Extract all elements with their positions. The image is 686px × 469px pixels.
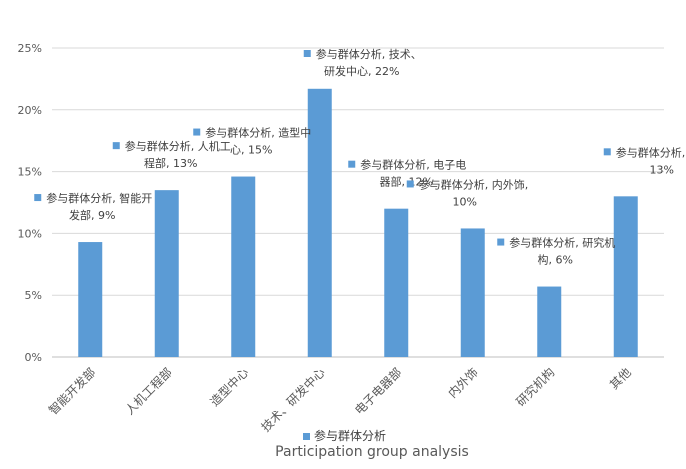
bar — [384, 208, 409, 357]
gridlines — [52, 47, 664, 358]
data-label-line: 参与群体分析, 智能开 — [46, 191, 152, 205]
data-label-line: 发部, 9% — [69, 208, 115, 222]
y-tick-label: 0% — [25, 351, 42, 364]
data-label-line: 13% — [650, 163, 674, 176]
data-label-line: 程部, 13% — [144, 156, 197, 170]
bar — [154, 190, 179, 357]
data-label-line: 研发中心, 22% — [324, 64, 399, 78]
bar — [78, 242, 103, 357]
data-label-marker — [603, 148, 611, 156]
data-labels: 参与群体分析, 智能开发部, 9%参与群体分析, 人机工程部, 13%参与群体分… — [34, 47, 686, 267]
data-label: 参与群体分析, 其他, 13% — [603, 145, 686, 176]
data-label-line: 10% — [453, 195, 477, 208]
legend-swatch — [303, 433, 310, 440]
data-label-marker — [34, 194, 42, 202]
x-tick-label: 内外饰 — [446, 365, 481, 400]
data-label-marker — [348, 160, 356, 168]
bars — [78, 88, 638, 358]
y-tick-label: 25% — [18, 42, 42, 55]
data-label-line: 参与群体分析, 其他, — [616, 145, 686, 159]
data-label-line: 参与群体分析, 造型中 — [205, 126, 311, 140]
data-label: 参与群体分析, 内外饰, 10% — [406, 177, 529, 208]
bar — [307, 88, 332, 358]
x-axis: 智能开发部 人机工程部 造型中心 技术、研发中心 电子电器部 内外饰 研究机构 其他 — [45, 365, 634, 435]
data-label: 参与群体分析, 人机工程部, 13% — [112, 139, 231, 170]
bar — [460, 228, 485, 357]
x-tick-label: 研究机构 — [513, 365, 558, 410]
y-tick-label: 5% — [25, 289, 42, 302]
bar — [537, 286, 562, 357]
y-tick-label: 10% — [18, 227, 42, 240]
legend-label: 参与群体分析 — [314, 428, 386, 443]
data-label-line: 参与群体分析, 研究机 — [509, 236, 615, 250]
data-label-line: 心, 15% — [230, 144, 272, 157]
data-label-marker — [497, 238, 505, 246]
legend: 参与群体分析 — [303, 428, 386, 443]
bar — [231, 176, 256, 357]
data-label-line: 器部, 12% — [380, 175, 433, 189]
x-tick-label: 其他 — [607, 365, 634, 392]
data-label-line: 参与群体分析, 人机工 — [125, 139, 231, 153]
data-label-line: 参与群体分析, 内外饰, — [419, 177, 529, 191]
data-label: 参与群体分析, 造型中心, 15% — [193, 126, 311, 157]
x-tick-label: 造型中心 — [207, 365, 252, 410]
bar — [613, 196, 638, 357]
data-label-marker — [303, 50, 311, 57]
x-tick-label: 智能开发部 — [45, 365, 98, 418]
y-tick-label: 20% — [18, 104, 42, 117]
y-axis: 0% 5% 10% 15% 20% 25% — [18, 42, 42, 364]
data-label: 参与群体分析, 技术、研发中心, 22% — [303, 47, 422, 78]
data-label-line: 参与群体分析, 技术、 — [316, 47, 422, 61]
x-tick-label: 技术、研发中心 — [258, 365, 328, 435]
data-label-marker — [406, 180, 414, 188]
data-label-marker — [193, 128, 201, 136]
data-label-line: 参与群体分析, 电子电 — [360, 158, 466, 172]
data-label: 参与群体分析, 研究机构, 6% — [497, 236, 615, 267]
data-label: 参与群体分析, 智能开发部, 9% — [34, 191, 152, 222]
data-label: 参与群体分析, 电子电器部, 12% — [348, 158, 466, 189]
data-label-marker — [112, 142, 120, 150]
x-tick-label: 电子电器部 — [351, 365, 404, 418]
x-tick-label: 人机工程部 — [122, 365, 175, 418]
data-label-line: 构, 6% — [538, 253, 573, 267]
x-axis-title: Participation group analysis — [275, 444, 469, 460]
y-tick-label: 15% — [18, 166, 42, 179]
